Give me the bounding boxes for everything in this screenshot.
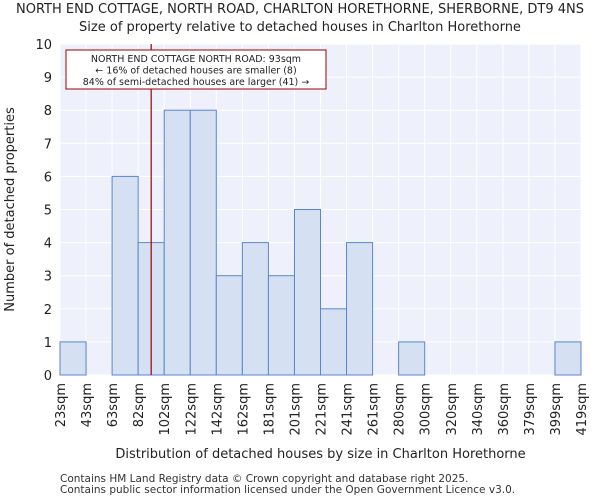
bar-122sqm [189, 109, 217, 376]
x-tick-label: 360sqm [497, 383, 512, 436]
bar-63sqm [111, 175, 139, 376]
bar-399sqm [554, 341, 582, 376]
y-tick-label: 8 [44, 104, 52, 119]
x-tick-label: 221sqm [315, 383, 330, 436]
x-tick-label: 142sqm [210, 383, 225, 436]
x-tick-label: 241sqm [341, 383, 356, 436]
footer-licence: Contains public sector information licen… [60, 484, 516, 496]
annotation-line: NORTH END COTTAGE NORTH ROAD: 93sqm [91, 54, 301, 65]
x-tick-label: 280sqm [393, 383, 408, 436]
x-tick-label: 122sqm [184, 383, 199, 436]
x-tick-label: 43sqm [80, 383, 95, 427]
x-tick-label: 399sqm [549, 383, 564, 436]
x-tick-label: 162sqm [236, 383, 251, 436]
x-tick-label: 300sqm [419, 383, 434, 436]
x-tick-label: 261sqm [367, 383, 382, 436]
bar-201sqm [293, 209, 322, 376]
annotation-line: ← 16% of detached houses are smaller (8) [95, 66, 296, 77]
x-tick-label: 320sqm [445, 383, 460, 436]
bar-chart: 0 1 2 3 4 5 6 7 8 9 10 23sqm 43sqm 63sqm 82sqm 102sqm 12… [3, 38, 590, 462]
y-tick-label: 5 [44, 204, 52, 219]
x-tick-label: 63sqm [106, 383, 121, 427]
bar-241sqm [346, 242, 374, 376]
x-tick-label: 181sqm [262, 383, 277, 436]
annotation-box [65, 49, 327, 90]
y-tick-label: 3 [44, 270, 52, 285]
y-tick-label: 10 [35, 38, 52, 53]
y-tick-label: 9 [44, 71, 52, 86]
bar-23sqm [59, 341, 87, 376]
chart-title: NORTH END COTTAGE, NORTH ROAD, CHARLTON … [16, 2, 584, 17]
y-axis-label: Number of detached properties [3, 107, 18, 312]
bar-142sqm [215, 275, 243, 376]
y-tick-label: 1 [44, 336, 52, 351]
bar-280sqm [398, 341, 426, 376]
footer-copyright: Contains HM Land Registry data © Crown c… [60, 473, 469, 485]
bar-181sqm [267, 275, 295, 376]
x-tick-label: 379sqm [523, 383, 538, 436]
x-tick-label: 82sqm [132, 383, 147, 427]
y-tick-label: 7 [44, 137, 52, 152]
chart-subtitle: Size of property relative to detached ho… [79, 20, 521, 35]
x-axis-label: Distribution of detached houses by size … [115, 447, 525, 462]
y-tick-label: 2 [44, 303, 52, 318]
y-tick-label: 0 [44, 369, 52, 384]
x-tick-label: 201sqm [288, 383, 303, 436]
x-tick-label: 340sqm [471, 383, 486, 436]
y-tick-label: 6 [44, 170, 52, 185]
bar-221sqm [320, 308, 348, 376]
x-tick-label: 419sqm [575, 383, 590, 436]
bar-162sqm [241, 242, 269, 376]
y-tick-label: 4 [44, 237, 52, 252]
bar-102sqm [163, 109, 191, 376]
annotation-line: 84% of semi-detached houses are larger (… [83, 77, 310, 88]
x-tick-label: 23sqm [54, 383, 69, 427]
x-tick-label: 102sqm [158, 383, 173, 436]
